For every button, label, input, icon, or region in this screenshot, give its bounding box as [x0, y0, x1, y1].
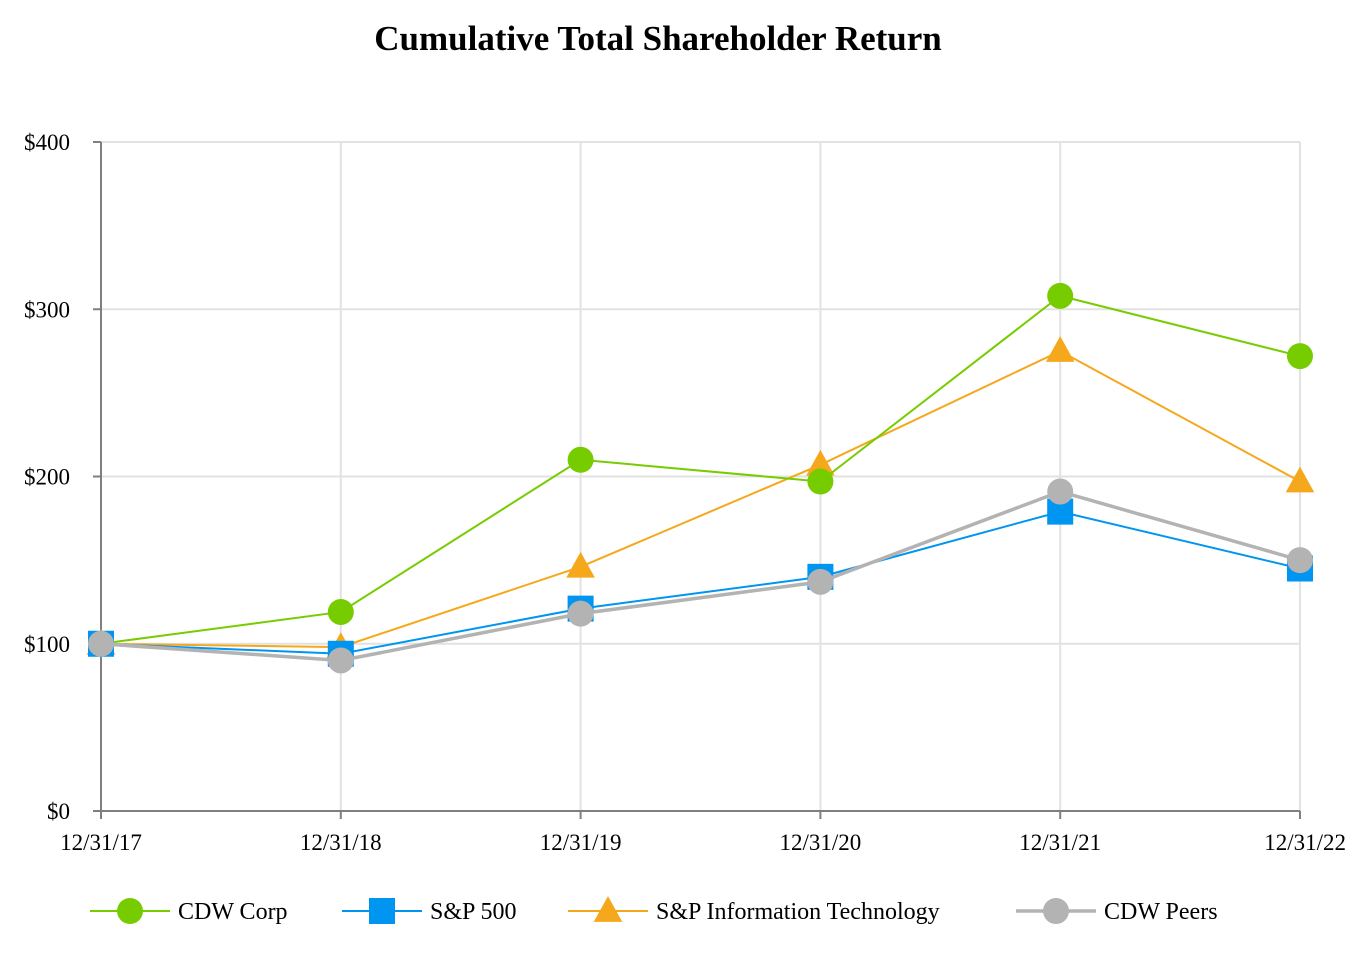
- chart-title: Cumulative Total Shareholder Return: [374, 19, 942, 58]
- x-tick-label: 12/31/17: [60, 830, 142, 855]
- legend-item: S&P Information Technology: [568, 896, 940, 925]
- series: [86, 282, 1315, 674]
- x-tick-label: 12/31/22: [1264, 830, 1346, 855]
- legend-label: CDW Corp: [178, 899, 288, 925]
- axes: $0 $100 $200 $300 $400 12/31/17 12/31/18 12/31/…: [24, 130, 1346, 855]
- y-tick-label: $200: [24, 465, 70, 490]
- y-tick-label: $100: [24, 632, 70, 657]
- data-point: [1045, 336, 1075, 362]
- legend: CDW Corp S&P 500 S&P Information Technolog…: [90, 896, 1218, 925]
- series-line: [100, 294, 1301, 645]
- series-cdw-peers: [88, 478, 1313, 674]
- legend-label: S&P 500: [430, 899, 516, 925]
- data-point: [327, 598, 354, 625]
- data-point: [1287, 547, 1313, 574]
- y-tick-label: $400: [24, 130, 70, 155]
- data-point: [807, 468, 834, 495]
- data-point: [1047, 282, 1074, 309]
- grid: [101, 141, 1301, 811]
- data-point: [567, 600, 594, 627]
- legend-item: CDW Peers: [1016, 898, 1218, 925]
- legend-marker: [593, 896, 623, 922]
- data-point: [806, 449, 835, 476]
- y-tick-label: $300: [24, 297, 70, 322]
- data-point: [566, 551, 595, 578]
- legend-label: S&P Information Technology: [656, 899, 940, 925]
- legend-item: S&P 500: [342, 898, 516, 925]
- y-tick-label: $0: [47, 799, 70, 824]
- data-point: [807, 568, 834, 595]
- legend-marker: [117, 898, 143, 924]
- series-line: [100, 489, 1301, 663]
- data-point: [1287, 343, 1313, 370]
- series-s-p-information-technology: [86, 336, 1315, 658]
- data-point: [1047, 478, 1074, 505]
- legend-marker: [369, 898, 395, 924]
- x-tick-label: 12/31/18: [300, 830, 382, 855]
- legend-marker: [1043, 898, 1069, 924]
- x-tick-label: 12/31/19: [540, 830, 622, 855]
- x-tick-label: 12/31/20: [780, 830, 862, 855]
- data-point: [567, 446, 594, 473]
- legend-item: CDW Corp: [90, 898, 288, 925]
- data-point: [88, 630, 114, 657]
- series-cdw-corp: [88, 282, 1313, 657]
- x-tick-label: 12/31/21: [1019, 830, 1101, 855]
- data-point: [1285, 466, 1315, 493]
- series-line: [100, 510, 1301, 655]
- legend-label: CDW Peers: [1104, 899, 1218, 925]
- series-line: [100, 349, 1301, 649]
- data-point: [327, 647, 354, 674]
- series-s-p-500: [88, 498, 1313, 667]
